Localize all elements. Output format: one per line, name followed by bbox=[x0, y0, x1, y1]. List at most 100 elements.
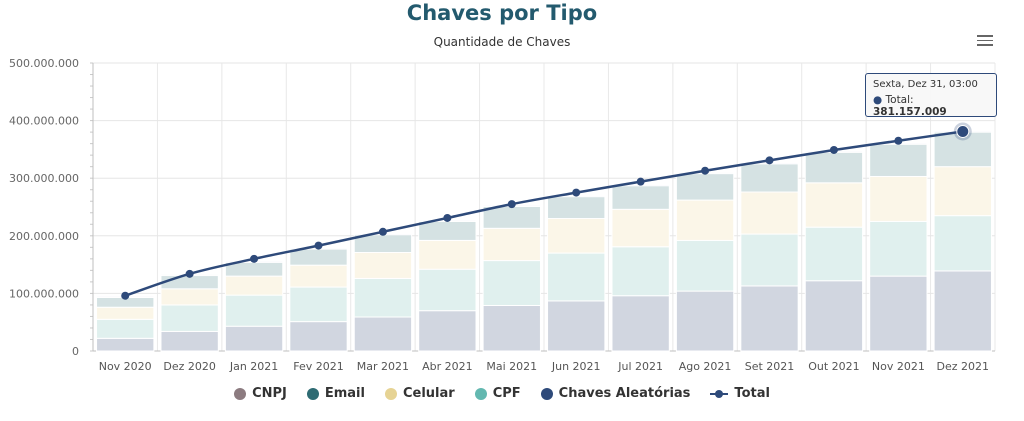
legend-dot-icon bbox=[234, 387, 247, 400]
legend-item[interactable]: Celular bbox=[384, 386, 455, 401]
bar-segment bbox=[418, 239, 477, 270]
legend-label: Email bbox=[324, 386, 365, 401]
hamburger-menu-icon[interactable] bbox=[975, 32, 995, 50]
bar-segment bbox=[547, 218, 606, 254]
bar-segment bbox=[869, 175, 928, 222]
total-point bbox=[121, 291, 130, 300]
bar-segment bbox=[611, 208, 670, 248]
total-point bbox=[894, 136, 903, 145]
bar-segment bbox=[224, 275, 284, 296]
total-line bbox=[124, 130, 963, 297]
total-point bbox=[314, 241, 323, 250]
total-point bbox=[507, 200, 516, 209]
bar-segment bbox=[740, 285, 799, 352]
bar-segment bbox=[418, 268, 477, 312]
bar-segment bbox=[740, 191, 799, 235]
tooltip-series-label: Total: bbox=[885, 94, 914, 106]
bar-segment bbox=[289, 321, 348, 352]
bar-segment bbox=[482, 227, 541, 262]
legend-item[interactable]: Chaves Aleatórias bbox=[540, 386, 691, 401]
legend-dot-icon bbox=[384, 387, 397, 400]
legend-item[interactable]: CPF bbox=[474, 386, 521, 401]
bar-segment bbox=[353, 277, 413, 318]
chart-legend: CNPJ Email Celular CPF Chaves Aleatórias Tota… bbox=[0, 386, 1004, 401]
tooltip-bullet: ● bbox=[873, 94, 883, 106]
bar-segment bbox=[933, 166, 992, 217]
legend-dot-icon bbox=[306, 387, 319, 400]
bar-segment bbox=[418, 220, 477, 241]
y-tick-label: 200.000.000 bbox=[9, 230, 79, 243]
bar-segment bbox=[160, 304, 219, 332]
legend-label: Chaves Aleatórias bbox=[558, 386, 691, 401]
tooltip-value: 381.157.009 bbox=[873, 106, 947, 118]
total-point bbox=[701, 166, 710, 175]
legend-label: Total bbox=[734, 386, 770, 401]
bar-segment bbox=[353, 316, 413, 352]
x-tick-label: Jul 2021 bbox=[617, 360, 663, 373]
bar-segment bbox=[675, 239, 735, 292]
x-tick-label: Mai 2021 bbox=[486, 360, 537, 373]
bar-segment bbox=[224, 325, 284, 352]
x-tick-label: Nov 2020 bbox=[99, 360, 152, 373]
total-point bbox=[572, 188, 581, 197]
bar-segment bbox=[289, 286, 348, 323]
y-tick-label: 100.000.000 bbox=[9, 287, 79, 300]
legend-line-marker-icon bbox=[710, 388, 729, 400]
x-tick-label: Abr 2021 bbox=[422, 360, 473, 373]
bar-segment bbox=[740, 233, 799, 287]
x-tick-label: Mar 2021 bbox=[357, 360, 409, 373]
bar-segment bbox=[353, 252, 413, 279]
x-tick-label: Dez 2020 bbox=[163, 360, 216, 373]
x-tick-label: Fev 2021 bbox=[293, 360, 344, 373]
total-point bbox=[829, 145, 838, 154]
x-tick-label: Jan 2021 bbox=[229, 360, 278, 373]
bar-segment bbox=[96, 318, 155, 339]
legend-label: CNPJ bbox=[252, 386, 287, 401]
bar-segment bbox=[611, 185, 670, 210]
bar-segment bbox=[933, 270, 992, 352]
bar-segment bbox=[418, 310, 477, 352]
legend-label: Celular bbox=[402, 386, 455, 401]
tooltip-header: Sexta, Dez 31, 03:00 bbox=[873, 79, 978, 90]
y-tick-label: 500.000.000 bbox=[9, 57, 79, 70]
bar-segment bbox=[611, 246, 670, 297]
legend-item[interactable]: Total bbox=[710, 386, 770, 401]
bar-segment bbox=[289, 248, 348, 266]
bar-segment bbox=[547, 196, 606, 220]
chart-tooltip: Sexta, Dez 31, 03:00 ● Total: 381.157.00… bbox=[865, 73, 997, 118]
legend-item[interactable]: Email bbox=[306, 386, 365, 401]
bar-segment bbox=[869, 275, 928, 352]
bar-segment bbox=[96, 306, 155, 320]
total-point bbox=[250, 254, 259, 263]
total-point bbox=[765, 156, 774, 165]
legend-dot-icon bbox=[474, 387, 487, 400]
bar-segment bbox=[675, 173, 735, 201]
x-tick-label: Nov 2021 bbox=[872, 360, 925, 373]
legend-item[interactable]: CNPJ bbox=[234, 386, 287, 401]
chart-subtitle: Quantidade de Chaves bbox=[433, 35, 571, 49]
bar-segment bbox=[611, 295, 670, 352]
bar-segment bbox=[482, 304, 541, 352]
total-point bbox=[443, 213, 452, 222]
bar-segment bbox=[804, 151, 864, 184]
total-point bbox=[636, 177, 645, 186]
y-tick-label: 300.000.000 bbox=[9, 172, 79, 185]
total-point bbox=[378, 227, 387, 236]
total-point bbox=[185, 269, 194, 278]
bar-segment bbox=[547, 300, 606, 352]
bar-segment bbox=[224, 294, 284, 327]
bar-segment bbox=[804, 280, 864, 352]
bar-segment bbox=[96, 337, 155, 352]
x-tick-label: Out 2021 bbox=[808, 360, 859, 373]
bar-segment bbox=[160, 330, 219, 352]
bar-segment bbox=[804, 182, 864, 228]
bar-segment bbox=[482, 205, 541, 229]
total-point-highlight bbox=[956, 124, 970, 138]
bar-segment bbox=[675, 290, 735, 352]
bar-segment bbox=[740, 163, 799, 193]
bar-segment bbox=[933, 215, 992, 272]
x-tick-label: Jun 2021 bbox=[551, 360, 601, 373]
bar-segment bbox=[675, 199, 735, 241]
x-tick-label: Dez 2021 bbox=[937, 360, 990, 373]
